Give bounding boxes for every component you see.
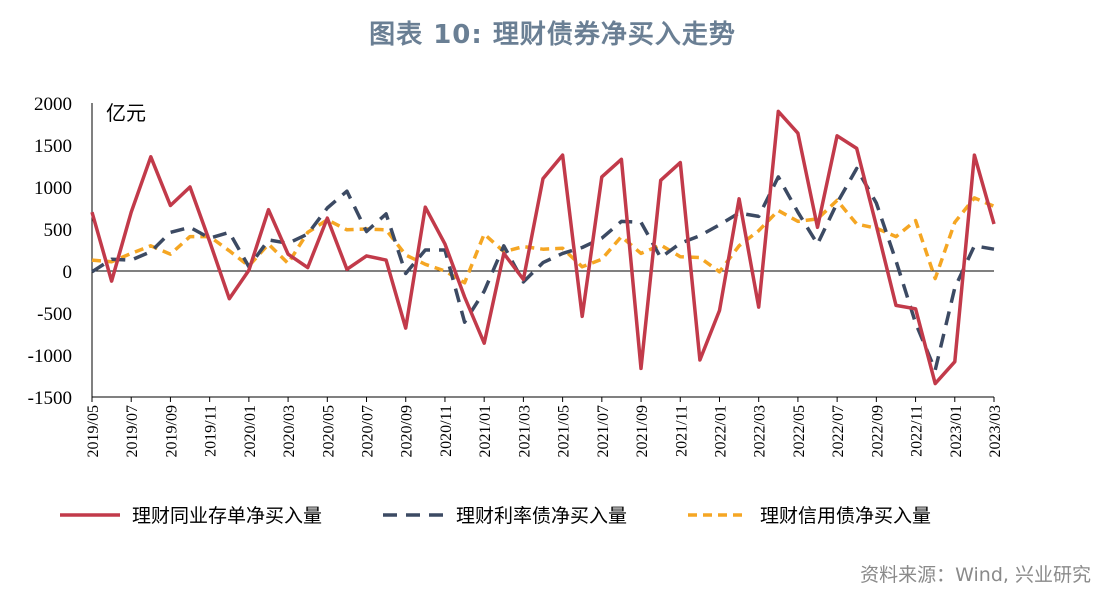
series-line-1 xyxy=(90,109,996,386)
legend-label-3: 理财信用债净买入量 xyxy=(760,505,931,527)
x-tick-label: 2021/09 xyxy=(634,405,651,457)
x-tick-label: 2023/01 xyxy=(948,405,965,457)
x-tick-label: 2021/03 xyxy=(516,405,533,457)
x-tick-label: 2021/01 xyxy=(477,405,494,457)
y-tick-label: -1500 xyxy=(28,388,72,409)
legend-label-2: 理财利率债净买入量 xyxy=(456,505,627,527)
x-axis: 2019/05 2019/07 2019/09 2019/11 2020/01 2020/… xyxy=(85,397,1004,457)
series-lines xyxy=(90,109,996,386)
x-tick-label: 2020/03 xyxy=(281,405,298,457)
x-tick-label: 2020/07 xyxy=(360,405,377,457)
y-tick-label: 1000 xyxy=(34,178,72,199)
x-tick-label: 2020/01 xyxy=(242,405,259,457)
x-tick-label: 2022/09 xyxy=(869,405,886,457)
source-note: 资料来源：Wind, 兴业研究 xyxy=(860,564,1091,586)
y-tick-label: 0 xyxy=(63,262,73,283)
x-tick-label: 2022/11 xyxy=(909,405,926,457)
legend: 理财同业存单净买入量 理财利率债净买入量 理财信用债净买入量 xyxy=(60,505,931,527)
unit-label: 亿元 xyxy=(106,101,146,125)
x-tick-label: 2022/01 xyxy=(712,405,729,457)
x-tick-label: 2020/09 xyxy=(399,405,416,457)
legend-label-1: 理财同业存单净买入量 xyxy=(132,505,322,527)
axes xyxy=(91,103,994,398)
x-tick-label: 2021/11 xyxy=(673,405,690,457)
x-tick-label: 2020/11 xyxy=(438,405,455,457)
x-tick-label: 2019/05 xyxy=(85,405,102,457)
y-tick-label: 2000 xyxy=(34,94,72,115)
y-tick-label: 500 xyxy=(44,220,73,241)
x-tick-label: 2021/07 xyxy=(595,405,612,457)
x-tick-label: 2020/05 xyxy=(320,405,337,457)
x-tick-label: 2021/05 xyxy=(556,405,573,457)
series-line-3 xyxy=(91,196,995,285)
chart-title: 图表 10: 理财债券净买入走势 xyxy=(369,20,736,50)
x-tick-label: 2022/03 xyxy=(752,405,769,457)
x-tick-label: 2022/05 xyxy=(791,405,808,457)
series-line-2 xyxy=(91,166,995,372)
y-axis: 2000 1500 1000 500 0 -500 -1000 -1500 xyxy=(28,94,72,409)
y-tick-label: 1500 xyxy=(34,136,72,157)
y-tick-label: -1000 xyxy=(28,346,72,367)
x-tick-label: 2022/07 xyxy=(830,405,847,457)
x-tick-label: 2023/03 xyxy=(987,405,1004,457)
x-tick-label: 2019/09 xyxy=(163,405,180,457)
y-tick-label: -500 xyxy=(37,304,72,325)
x-tick-label: 2019/07 xyxy=(124,405,141,457)
x-tick-label: 2019/11 xyxy=(203,405,220,457)
